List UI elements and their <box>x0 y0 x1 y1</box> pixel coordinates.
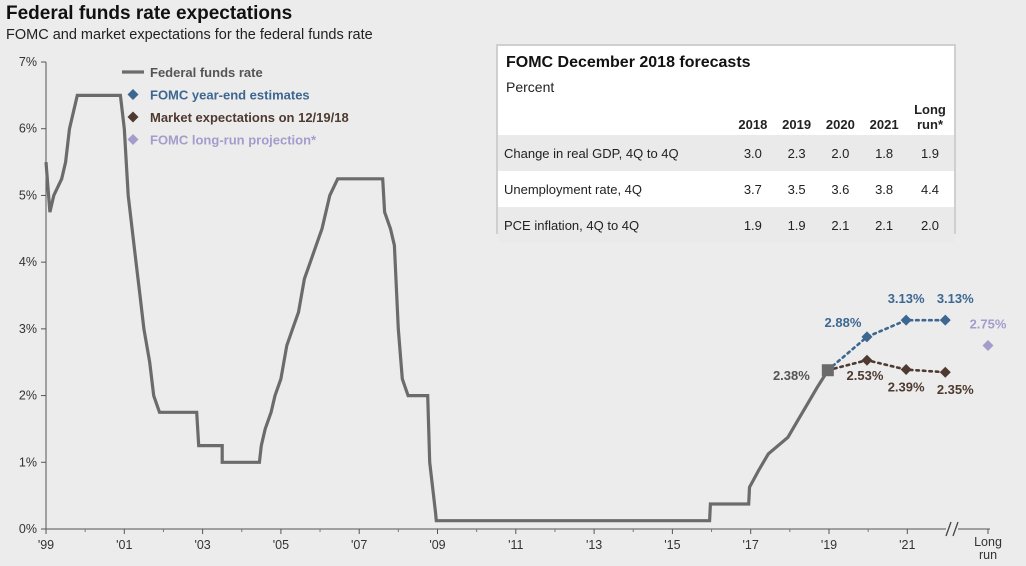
axis-break-mark <box>945 521 952 537</box>
data-label: 2.38% <box>773 368 810 383</box>
fomc-estimate-marker <box>861 331 873 343</box>
forecast-col-header: 2019 <box>782 117 812 132</box>
forecast-cell: 3.6 <box>831 181 850 197</box>
y-tick-label: 1% <box>19 455 37 469</box>
forecast-cell: 2.1 <box>831 217 850 233</box>
y-tick-label: 4% <box>19 255 37 269</box>
forecast-cell: 4.4 <box>920 181 940 197</box>
forecast-cell: 3.7 <box>743 181 762 197</box>
forecast-table-header-row: 2018 2019 2020 2021 Long run* <box>498 96 954 135</box>
x-tick-label: '01 <box>116 538 132 552</box>
forecast-table-subtitle: Percent <box>506 79 555 95</box>
forecast-table-row: Change in real GDP, 4Q to 4Q 3.0 2.3 2.0… <box>498 135 954 171</box>
forecast-row-label: Change in real GDP, 4Q to 4Q <box>504 145 679 161</box>
market-expectation-marker <box>939 366 951 378</box>
x-tick-label: run <box>979 548 997 562</box>
data-label: 2.35% <box>937 382 974 397</box>
x-tick-label: '05 <box>273 538 289 552</box>
forecast-table-title: FOMC December 2018 forecasts <box>506 54 751 71</box>
forecast-cell: 2.0 <box>920 217 940 233</box>
chart-title: Federal funds rate expectations <box>6 3 293 24</box>
axis-break-mark <box>952 521 959 537</box>
forecast-cell: 3.5 <box>787 181 806 197</box>
market-expectation-marker <box>861 354 873 366</box>
y-tick-label: 3% <box>19 322 37 336</box>
forecast-row-label: Unemployment rate, 4Q <box>504 181 643 197</box>
forecast-col-header-longrun: Long run* <box>914 102 946 132</box>
y-tick-label: 5% <box>19 188 37 202</box>
fomc-estimates-line <box>826 318 947 372</box>
x-tick-label: '07 <box>351 538 367 552</box>
x-tick-label: '19 <box>821 538 837 552</box>
forecast-cell: 1.9 <box>787 217 806 233</box>
long-run-projection-marker <box>982 340 994 352</box>
legend-label: Market expectations on 12/19/18 <box>150 110 349 125</box>
legend-label: FOMC year-end estimates <box>150 88 310 103</box>
forecast-cell: 3.0 <box>743 145 762 161</box>
forecast-col-header: 2020 <box>825 117 855 132</box>
x-tick-label: Long <box>974 535 1002 549</box>
data-label: 2.53% <box>847 368 884 383</box>
forecast-table-panel: FOMC December 2018 forecasts Percent 201… <box>496 44 956 243</box>
x-tick-label: '03 <box>194 538 210 552</box>
forecast-cell: 2.3 <box>787 145 806 161</box>
fomc-estimate-marker <box>900 314 912 326</box>
forecast-cell: 1.9 <box>743 217 762 233</box>
legend-label: Federal funds rate <box>150 65 263 80</box>
data-label: 2.75% <box>970 317 1007 332</box>
data-label: 3.13% <box>937 291 974 306</box>
forecast-row-label: PCE inflation, 4Q to 4Q <box>504 217 640 233</box>
y-tick-label: 7% <box>19 55 37 69</box>
forecast-cell: 1.8 <box>875 145 894 161</box>
forecast-col-header: 2018 <box>738 117 768 132</box>
data-label: 2.88% <box>825 315 862 330</box>
x-tick-label: '99 <box>38 538 54 552</box>
legend-label: FOMC long-run projection* <box>150 133 317 148</box>
x-tick-label: '09 <box>429 538 445 552</box>
x-tick-label: '11 <box>508 538 523 552</box>
x-tick-label: '17 <box>743 538 759 552</box>
legend-diamond-icon <box>127 134 139 145</box>
forecast-table-corner <box>498 96 731 135</box>
market-expectation-marker <box>900 364 912 376</box>
forecast-cell: 1.9 <box>920 145 940 161</box>
forecast-col-header: 2021 <box>869 117 899 132</box>
legend-diamond-icon <box>127 89 139 100</box>
forecast-cell: 3.8 <box>875 181 894 197</box>
data-label: 3.13% <box>888 291 925 306</box>
y-tick-label: 2% <box>19 389 37 403</box>
x-tick-label: '21 <box>899 538 915 552</box>
forecast-table-row: Unemployment rate, 4Q 3.7 3.5 3.6 3.8 4.… <box>498 171 954 207</box>
forecast-cell: 2.0 <box>831 145 850 161</box>
market-expectations-line <box>826 358 947 374</box>
legend-diamond-icon <box>127 111 139 123</box>
y-tick-label: 0% <box>19 522 37 536</box>
chart-subtitle: FOMC and market expectations for the fed… <box>6 27 373 43</box>
data-label: 2.39% <box>888 380 925 395</box>
fomc-estimate-marker <box>939 314 951 326</box>
forecast-table-row: PCE inflation, 4Q to 4Q 1.9 1.9 2.1 2.1 … <box>498 207 954 243</box>
forecast-cell: 2.1 <box>875 217 894 233</box>
x-tick-label: '15 <box>664 538 680 552</box>
forecast-table: 2018 2019 2020 2021 Long run* Change in r… <box>498 96 954 243</box>
current-rate-marker <box>821 364 834 377</box>
x-tick-label: '13 <box>586 538 602 552</box>
fed-funds-rate-line <box>44 93 830 523</box>
y-tick-label: 6% <box>19 122 37 136</box>
